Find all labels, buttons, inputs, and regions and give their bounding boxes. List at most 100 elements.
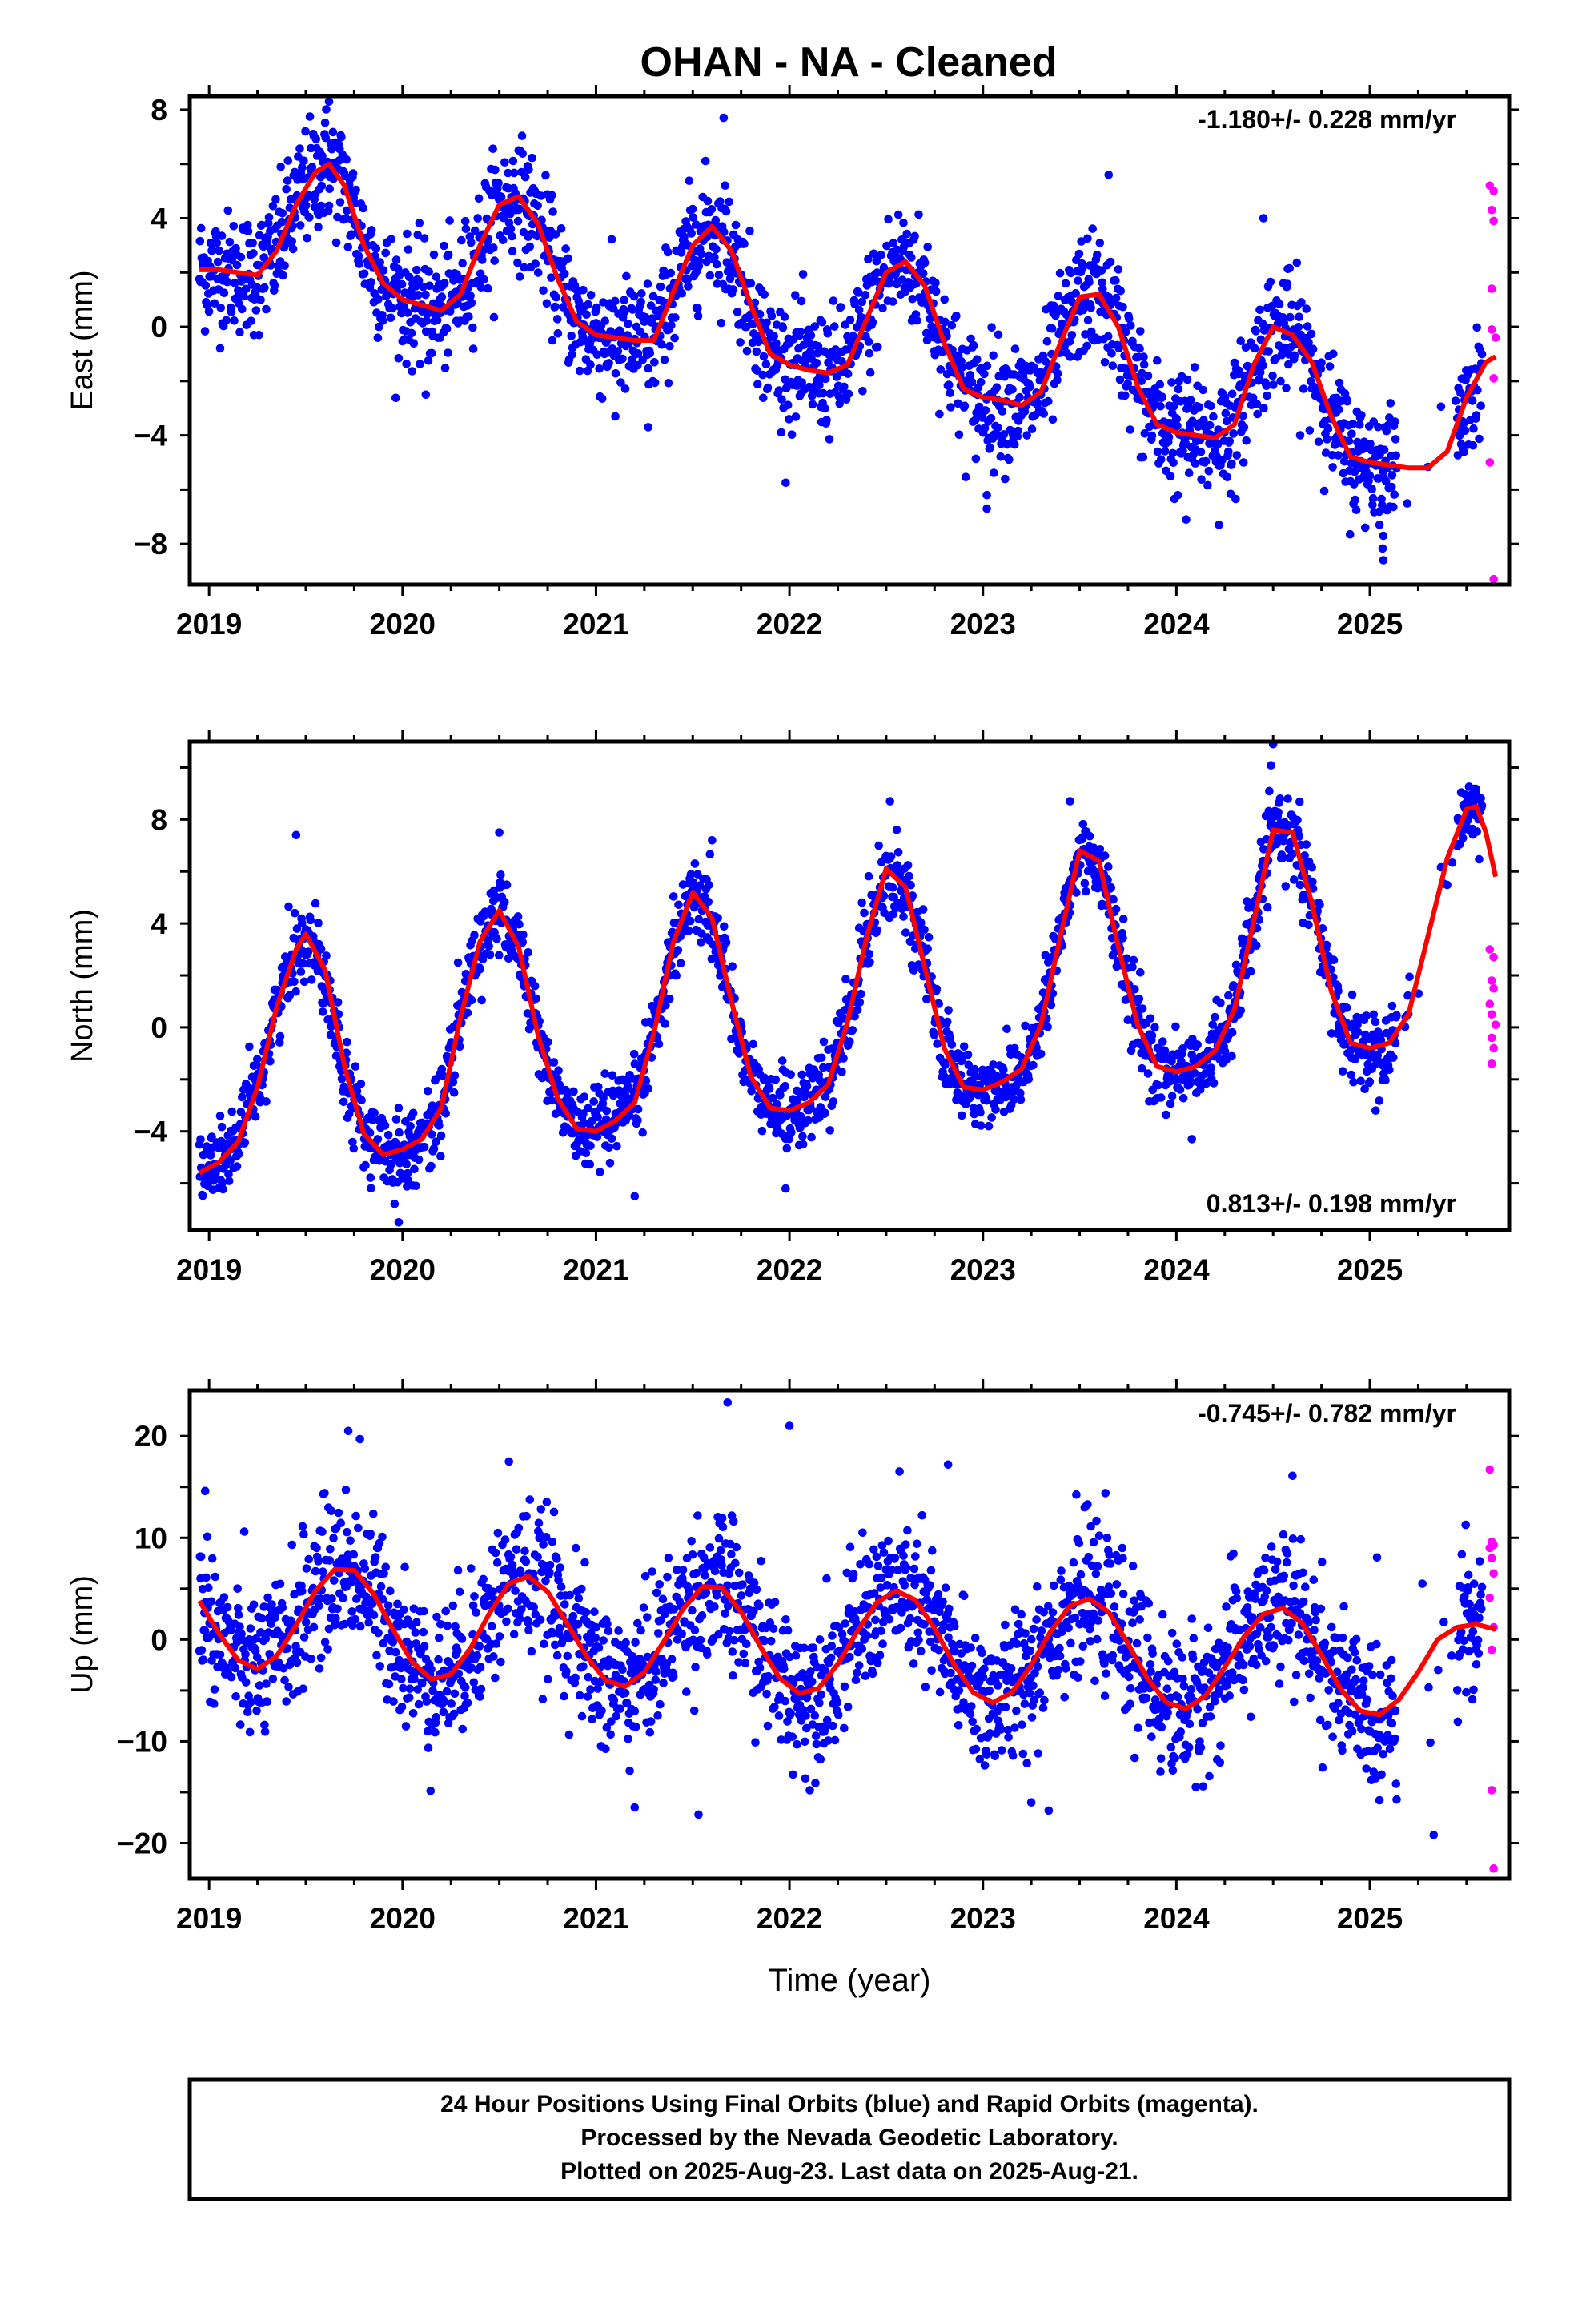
final-orbit-point xyxy=(317,181,327,191)
final-orbit-point xyxy=(478,255,487,264)
final-orbit-point xyxy=(707,204,717,214)
final-orbit-point xyxy=(1134,994,1144,1003)
final-orbit-point xyxy=(994,423,1002,432)
final-orbit-point xyxy=(387,304,397,313)
final-orbit-point xyxy=(1080,879,1090,888)
rapid-orbit-point xyxy=(1489,1043,1498,1053)
final-orbit-point xyxy=(210,1699,219,1708)
final-orbit-point xyxy=(604,1143,613,1152)
final-orbit-point xyxy=(806,1104,816,1113)
final-orbit-point xyxy=(1136,968,1145,977)
final-orbit-point xyxy=(1158,392,1166,401)
final-orbit-point xyxy=(813,342,823,351)
final-orbit-point xyxy=(663,247,673,257)
final-orbit-point xyxy=(351,185,360,195)
final-orbit-point xyxy=(427,348,436,358)
final-orbit-point xyxy=(495,951,504,960)
final-orbit-point xyxy=(1284,360,1293,369)
final-orbit-point xyxy=(1216,999,1225,1007)
final-orbit-point xyxy=(1039,409,1048,418)
final-orbit-point xyxy=(593,1112,602,1122)
final-orbit-point xyxy=(1193,1040,1202,1049)
final-orbit-point xyxy=(502,880,512,889)
final-orbit-point xyxy=(468,344,478,353)
final-orbit-point xyxy=(1451,396,1460,405)
final-orbit-point xyxy=(1369,1010,1379,1019)
final-orbit-point xyxy=(277,217,287,227)
final-orbit-point xyxy=(608,304,618,313)
final-orbit-point xyxy=(1053,376,1062,384)
final-orbit-point xyxy=(298,1586,307,1596)
final-orbit-point xyxy=(1328,463,1337,472)
final-orbit-point xyxy=(354,251,363,261)
final-orbit-point xyxy=(260,1720,269,1730)
final-orbit-point xyxy=(204,307,214,316)
final-orbit-point xyxy=(335,198,345,207)
final-orbit-point xyxy=(217,231,227,240)
final-orbit-point xyxy=(292,924,302,933)
final-orbit-point xyxy=(513,216,523,226)
final-orbit-point xyxy=(199,1191,207,1200)
final-orbit-point xyxy=(307,975,316,984)
final-orbit-point xyxy=(1456,388,1465,398)
final-orbit-point xyxy=(223,277,232,287)
final-orbit-point xyxy=(339,1594,347,1602)
final-orbit-point xyxy=(547,273,556,283)
final-orbit-point xyxy=(819,388,828,398)
final-orbit-point xyxy=(1041,951,1050,960)
final-orbit-point xyxy=(1308,877,1317,887)
final-orbit-point xyxy=(1155,380,1165,389)
final-orbit-point xyxy=(257,220,267,230)
final-orbit-point xyxy=(1391,451,1401,460)
final-orbit-point xyxy=(496,192,506,202)
final-orbit-point xyxy=(1156,401,1165,411)
final-orbit-point xyxy=(1053,369,1062,378)
final-orbit-point xyxy=(360,1564,370,1573)
x-tick-label: 2024 xyxy=(1143,1253,1210,1286)
final-orbit-point xyxy=(665,341,674,351)
final-orbit-point xyxy=(224,1169,233,1179)
final-orbit-point xyxy=(230,316,239,325)
final-orbit-point xyxy=(218,1178,227,1188)
final-orbit-point xyxy=(541,171,550,180)
final-orbit-point xyxy=(922,995,931,1003)
final-orbit-point xyxy=(1225,436,1234,446)
final-orbit-point xyxy=(957,356,966,366)
final-orbit-point xyxy=(376,1582,386,1591)
final-orbit-point xyxy=(323,1645,332,1654)
final-orbit-point xyxy=(232,260,242,270)
final-orbit-point xyxy=(355,1622,365,1631)
final-orbit-point xyxy=(520,263,529,272)
final-orbit-point xyxy=(219,288,229,298)
final-orbit-point xyxy=(1282,384,1291,392)
final-orbit-point xyxy=(893,848,903,857)
final-orbit-point xyxy=(759,352,769,361)
final-orbit-point xyxy=(1468,396,1477,405)
final-orbit-point xyxy=(1173,421,1182,431)
final-orbit-point xyxy=(196,1135,205,1144)
final-orbit-point xyxy=(585,1160,595,1169)
final-orbit-point xyxy=(260,1727,270,1736)
final-orbit-point xyxy=(311,899,320,908)
y-tick-label: 4 xyxy=(151,203,167,235)
final-orbit-point xyxy=(1347,1070,1355,1080)
final-orbit-point xyxy=(227,1672,236,1682)
final-orbit-point xyxy=(547,1096,556,1105)
final-orbit-point xyxy=(608,1071,617,1080)
final-orbit-point xyxy=(1224,991,1233,1000)
final-orbit-point xyxy=(1378,501,1387,509)
final-orbit-point xyxy=(624,1111,634,1120)
final-orbit-point xyxy=(630,1192,640,1201)
final-orbit-point xyxy=(524,948,532,957)
final-orbit-point xyxy=(1143,371,1153,380)
final-orbit-point xyxy=(582,310,591,320)
final-orbit-point xyxy=(287,1540,297,1550)
final-orbit-point xyxy=(1072,888,1081,897)
final-orbit-point xyxy=(455,1042,464,1051)
final-orbit-point xyxy=(1338,1067,1347,1076)
final-orbit-point xyxy=(674,900,683,910)
final-orbit-point xyxy=(468,323,477,332)
final-orbit-point xyxy=(740,239,749,248)
final-orbit-point xyxy=(986,443,994,452)
panel-east: 2019 2020 2021 2022 2023 2024 2025840−4−8East … xyxy=(66,85,1519,641)
